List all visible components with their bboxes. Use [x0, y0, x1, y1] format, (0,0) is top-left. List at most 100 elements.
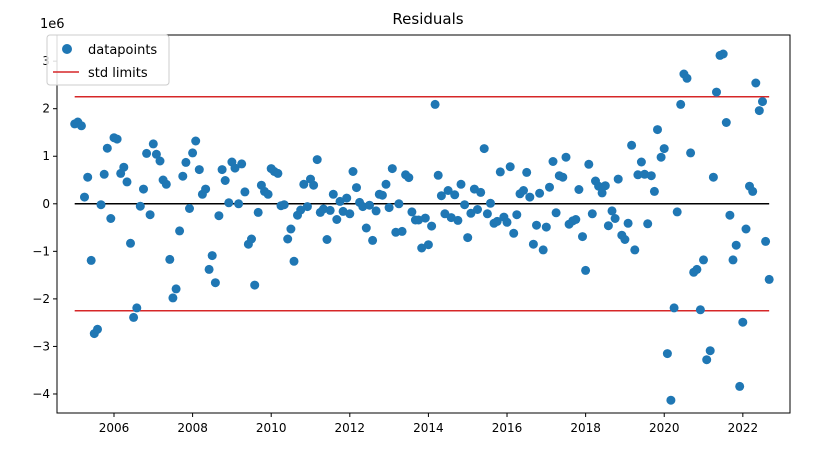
data-point [106, 214, 116, 223]
data-point [302, 202, 312, 212]
data-point [247, 234, 256, 244]
data-point [535, 188, 545, 198]
data-point [728, 255, 738, 265]
chart-title: Residuals [392, 10, 463, 28]
data-point [332, 215, 342, 224]
data-point [525, 192, 535, 202]
data-point [584, 159, 594, 169]
data-point [587, 209, 597, 219]
data-point [319, 204, 328, 214]
data-point [296, 205, 306, 215]
legend: datapoints std limits [46, 34, 170, 86]
data-point [545, 182, 554, 192]
data-point [433, 170, 443, 180]
data-point [662, 349, 672, 359]
data-point [466, 208, 476, 218]
y-tick-label: 2 [42, 102, 50, 116]
data-point [181, 157, 191, 167]
data-point [361, 223, 371, 233]
data-point [532, 220, 541, 230]
data-point [93, 324, 102, 334]
x-tick-label: 2022 [728, 421, 759, 435]
data-point [148, 139, 158, 149]
data-point [417, 243, 427, 253]
data-point [607, 206, 617, 216]
data-point [132, 303, 142, 313]
data-point [168, 293, 178, 303]
data-point [649, 186, 659, 196]
data-point [509, 228, 519, 238]
data-point [263, 189, 273, 199]
data-point [194, 165, 204, 175]
data-point [407, 207, 417, 217]
y-axis: −4 −3 −2 −1 0 1 2 3 [32, 54, 57, 401]
data-point [185, 204, 194, 213]
data-point [283, 234, 293, 244]
data-point [178, 171, 188, 181]
data-point [597, 188, 607, 198]
data-point [191, 136, 201, 146]
data-point [309, 180, 319, 190]
data-point [423, 240, 433, 250]
data-point [165, 254, 175, 264]
data-point [699, 255, 708, 265]
data-point [502, 217, 512, 227]
data-point [669, 303, 679, 313]
data-point [322, 235, 332, 244]
data-point [99, 169, 109, 179]
data-point [135, 201, 145, 211]
data-point [519, 186, 528, 195]
data-point [328, 189, 338, 199]
data-point [456, 179, 466, 189]
data-point [289, 256, 299, 266]
legend-datapoints-label: datapoints [88, 43, 157, 58]
x-tick-label: 2018 [570, 421, 601, 435]
data-point [748, 186, 758, 196]
y-tick-label: 0 [42, 197, 50, 211]
data-point [479, 144, 489, 154]
data-point [630, 245, 640, 255]
data-point [666, 395, 676, 405]
data-point [600, 181, 610, 191]
data-point [240, 187, 250, 197]
x-tick-label: 2006 [99, 421, 130, 435]
data-point [551, 208, 561, 218]
data-point [201, 184, 211, 194]
data-point [495, 167, 505, 177]
data-point [735, 381, 745, 391]
data-point [721, 118, 731, 127]
data-point [643, 219, 653, 229]
data-point [430, 99, 440, 109]
data-point [692, 264, 702, 274]
data-point [325, 205, 335, 215]
data-point [381, 179, 391, 189]
data-point [224, 198, 234, 208]
data-point [273, 168, 283, 178]
data-point [384, 203, 394, 213]
data-point [731, 240, 741, 250]
data-point [623, 218, 633, 228]
data-point [571, 215, 581, 224]
axes-frame [56, 34, 791, 414]
data-point [352, 183, 361, 193]
data-point [561, 152, 571, 162]
y-tick-label: −1 [32, 244, 50, 258]
x-tick-label: 2014 [413, 421, 444, 435]
data-point [220, 176, 230, 185]
data-point [613, 174, 623, 184]
x-tick-label: 2010 [256, 421, 287, 435]
data-point [558, 172, 568, 182]
data-point [686, 148, 696, 158]
data-point [758, 97, 767, 107]
data-point [210, 278, 220, 288]
data-point [299, 179, 309, 189]
data-point [473, 205, 482, 214]
data-point [86, 255, 96, 265]
x-axis: 2006 2008 2010 2012 2014 2016 2018 2020 2022 [99, 413, 758, 435]
data-point [253, 207, 263, 217]
data-point [574, 185, 584, 194]
legend-datapoints-marker [62, 44, 72, 54]
data-point [122, 177, 132, 187]
data-point [695, 305, 705, 315]
data-point [335, 196, 345, 206]
